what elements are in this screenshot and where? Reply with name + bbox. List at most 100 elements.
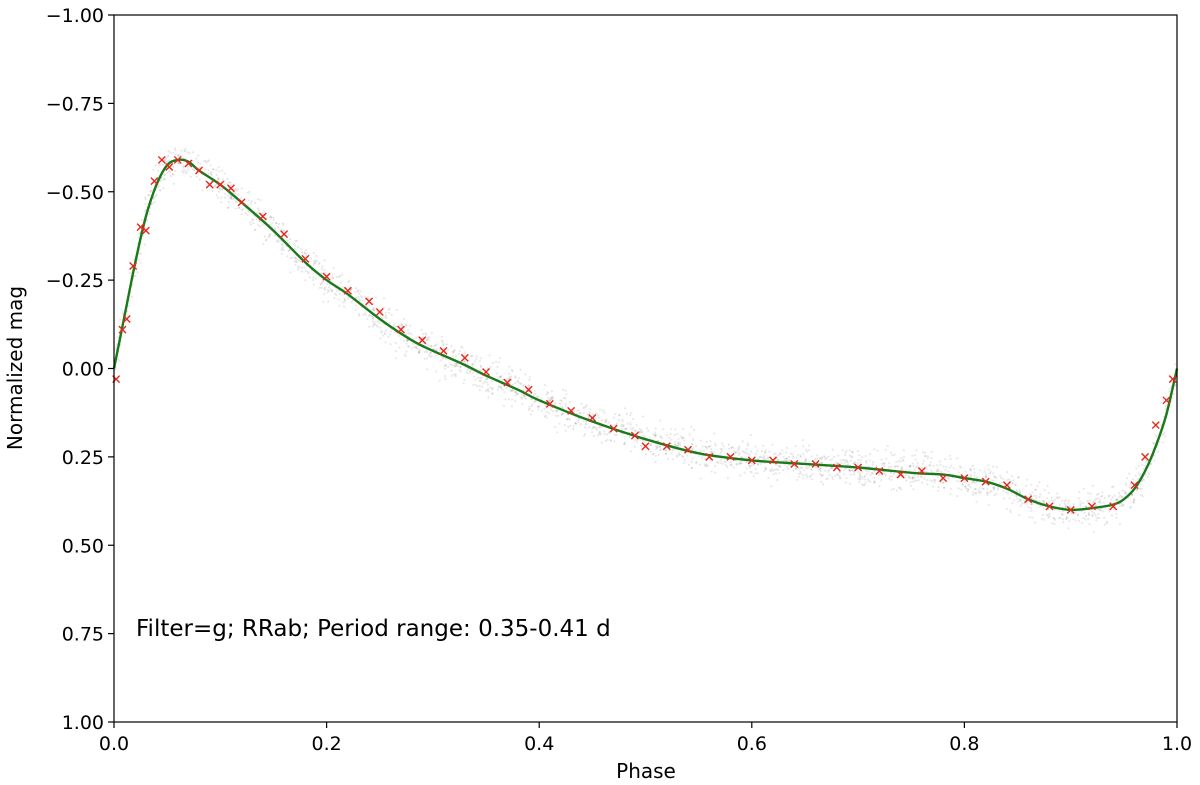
- cloud-point: [944, 468, 947, 471]
- cloud-point: [820, 474, 823, 477]
- cloud-point: [376, 325, 379, 328]
- cloud-point: [434, 344, 437, 347]
- cloud-point: [633, 438, 636, 441]
- cloud-point: [1087, 517, 1090, 521]
- cloud-point: [884, 448, 887, 451]
- cloud-point: [329, 288, 332, 291]
- cloud-point: [990, 489, 993, 492]
- cloud-point: [215, 173, 218, 177]
- cloud-point: [683, 439, 686, 442]
- cloud-point: [167, 150, 170, 153]
- cloud-point: [217, 190, 221, 193]
- cloud-point: [300, 266, 304, 269]
- cloud-point: [405, 340, 408, 343]
- cloud-point: [533, 401, 536, 404]
- cloud-point: [297, 258, 301, 261]
- cloud-point: [282, 246, 285, 249]
- cloud-point: [768, 450, 771, 453]
- cloud-point: [405, 333, 408, 336]
- cloud-point: [534, 399, 537, 403]
- cloud-point: [121, 311, 124, 314]
- binned-marker: [503, 378, 512, 387]
- cloud-point: [1042, 507, 1045, 510]
- cloud-point: [1034, 488, 1038, 491]
- cloud-point: [269, 233, 272, 236]
- cloud-point: [183, 149, 186, 152]
- cloud-point: [438, 348, 441, 351]
- binned-marker: [322, 272, 331, 281]
- binned-marker: [1024, 495, 1033, 504]
- cloud-point: [521, 403, 524, 406]
- cloud-point: [453, 349, 456, 352]
- cloud-point: [485, 389, 488, 392]
- cloud-point: [297, 246, 300, 249]
- cloud-point: [455, 364, 458, 367]
- cloud-point: [1110, 498, 1113, 501]
- cloud-point: [1016, 497, 1019, 500]
- cloud-point: [521, 393, 524, 396]
- cloud-point: [1089, 492, 1092, 495]
- cloud-point: [268, 233, 272, 236]
- cloud-point: [517, 377, 521, 380]
- cloud-point: [207, 168, 210, 172]
- cloud-point: [491, 361, 494, 364]
- cloud-point: [534, 399, 537, 403]
- cloud-point: [1107, 508, 1110, 511]
- cloud-point: [776, 468, 780, 471]
- cloud-point: [921, 481, 924, 484]
- cloud-point: [710, 447, 713, 451]
- cloud-point: [404, 355, 407, 358]
- cloud-point: [1060, 499, 1063, 502]
- cloud-point: [114, 368, 118, 371]
- cloud-point: [989, 470, 992, 473]
- cloud-point: [1065, 516, 1068, 519]
- cloud-point: [845, 460, 848, 463]
- cloud-point: [876, 449, 879, 452]
- cloud-point: [735, 451, 738, 454]
- cloud-point: [274, 227, 277, 230]
- binned-marker: [1130, 481, 1139, 490]
- cloud-point: [246, 204, 250, 207]
- cloud-point: [376, 320, 379, 323]
- cloud-point: [223, 183, 226, 186]
- cloud-point: [916, 475, 920, 478]
- cloud-point: [1115, 512, 1118, 516]
- cloud-point: [698, 463, 702, 466]
- cloud-point: [909, 484, 913, 487]
- cloud-point: [539, 397, 543, 400]
- cloud-point: [446, 348, 450, 351]
- cloud-point: [1118, 505, 1121, 508]
- cloud-point: [863, 474, 867, 478]
- cloud-point: [1006, 479, 1009, 482]
- cloud-point: [616, 422, 619, 425]
- cloud-point: [1101, 491, 1104, 494]
- cloud-point: [287, 233, 290, 236]
- binned-marker: [588, 413, 597, 422]
- cloud-point: [860, 483, 864, 486]
- cloud-point: [403, 353, 406, 356]
- cloud-point: [416, 347, 419, 350]
- cloud-point: [1097, 513, 1100, 516]
- y-tick-label: −0.25: [46, 270, 104, 292]
- cloud-point: [654, 454, 657, 457]
- cloud-point: [680, 437, 684, 440]
- cloud-point: [414, 346, 417, 349]
- cloud-point: [815, 454, 819, 457]
- cloud-point: [928, 464, 931, 467]
- cloud-point: [713, 464, 717, 468]
- cloud-point: [964, 470, 967, 473]
- cloud-point: [841, 449, 844, 452]
- cloud-point: [256, 224, 260, 227]
- cloud-point: [163, 178, 166, 181]
- cloud-point: [357, 312, 361, 315]
- cloud-point: [1123, 492, 1127, 495]
- cloud-point: [642, 434, 645, 437]
- cloud-point: [356, 290, 360, 293]
- cloud-point: [119, 318, 122, 321]
- cloud-point: [314, 261, 317, 264]
- cloud-point: [331, 276, 334, 279]
- cloud-point: [881, 462, 884, 465]
- cloud-point: [137, 259, 140, 262]
- cloud-point: [444, 367, 447, 370]
- cloud-point: [845, 459, 848, 462]
